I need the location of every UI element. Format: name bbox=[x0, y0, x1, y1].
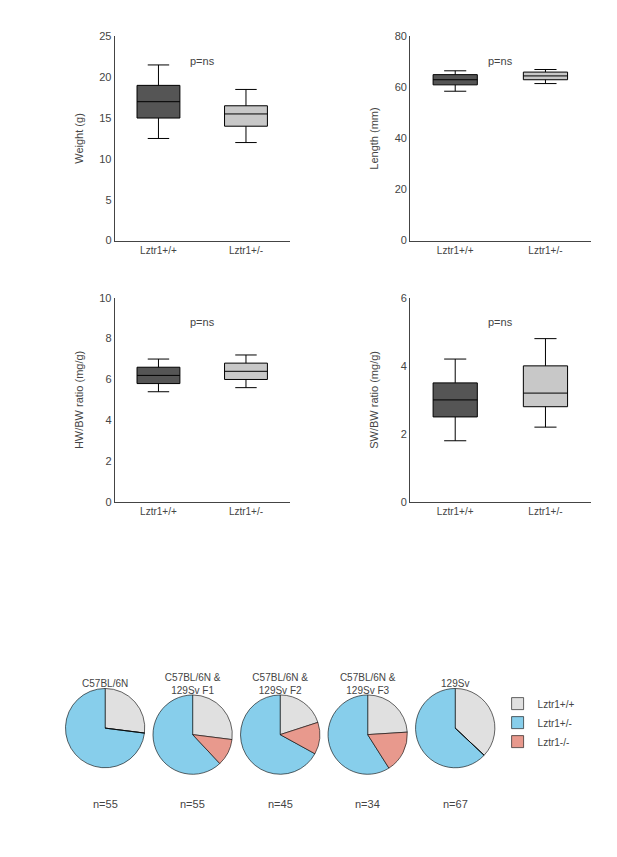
svg-text:4: 4 bbox=[105, 414, 111, 426]
svg-text:Lztr1+/+: Lztr1+/+ bbox=[140, 506, 177, 517]
svg-text:80: 80 bbox=[395, 30, 407, 42]
svg-text:n=55: n=55 bbox=[93, 798, 118, 810]
svg-text:0: 0 bbox=[401, 496, 407, 508]
svg-text:Lztr1+/+: Lztr1+/+ bbox=[437, 506, 474, 517]
svg-text:2: 2 bbox=[401, 428, 407, 440]
svg-text:60: 60 bbox=[395, 81, 407, 93]
svg-text:129Sv: 129Sv bbox=[441, 678, 469, 689]
svg-text:2: 2 bbox=[105, 455, 111, 467]
svg-text:p=ns: p=ns bbox=[190, 316, 215, 328]
svg-text:Lztr1+/+: Lztr1+/+ bbox=[437, 245, 474, 256]
svg-text:C57BL/6N &129Sv F3: C57BL/6N &129Sv F3 bbox=[340, 672, 396, 696]
svg-text:n=67: n=67 bbox=[443, 798, 468, 810]
svg-text:n=34: n=34 bbox=[355, 798, 380, 810]
svg-text:Lztr1+/+: Lztr1+/+ bbox=[140, 245, 177, 256]
svg-text:0: 0 bbox=[105, 234, 111, 246]
svg-text:20: 20 bbox=[99, 71, 111, 83]
svg-text:p=ns: p=ns bbox=[488, 316, 513, 328]
svg-text:C57BL/6N: C57BL/6N bbox=[82, 678, 128, 689]
svg-text:5: 5 bbox=[105, 194, 111, 206]
svg-text:10: 10 bbox=[99, 153, 111, 165]
svg-text:HW/BW ratio (mg/g): HW/BW ratio (mg/g) bbox=[73, 351, 85, 449]
svg-text:0: 0 bbox=[401, 234, 407, 246]
svg-text:25: 25 bbox=[99, 30, 111, 42]
svg-text:n=55: n=55 bbox=[180, 798, 205, 810]
svg-text:40: 40 bbox=[395, 132, 407, 144]
svg-text:Lztr1+/-: Lztr1+/- bbox=[538, 718, 572, 729]
svg-text:Lztr1+/-: Lztr1+/- bbox=[229, 245, 263, 256]
svg-text:20: 20 bbox=[395, 183, 407, 195]
svg-text:Lztr1+/-: Lztr1+/- bbox=[528, 245, 562, 256]
svg-text:6: 6 bbox=[401, 292, 407, 304]
svg-text:0: 0 bbox=[105, 496, 111, 508]
svg-text:Lztr1+/-: Lztr1+/- bbox=[528, 506, 562, 517]
svg-text:Lztr1+/-: Lztr1+/- bbox=[229, 506, 263, 517]
svg-text:15: 15 bbox=[99, 112, 111, 124]
svg-text:p=ns: p=ns bbox=[190, 55, 215, 67]
svg-text:4: 4 bbox=[401, 360, 407, 372]
svg-text:Lztr1-/-: Lztr1-/- bbox=[538, 737, 570, 748]
svg-text:10: 10 bbox=[99, 292, 111, 304]
svg-text:Length (mm): Length (mm) bbox=[368, 107, 380, 169]
svg-text:6: 6 bbox=[105, 373, 111, 385]
svg-text:p=ns: p=ns bbox=[488, 55, 513, 67]
svg-text:SW/BW ratio (mg/g): SW/BW ratio (mg/g) bbox=[368, 351, 380, 449]
svg-text:8: 8 bbox=[105, 332, 111, 344]
svg-text:C57BL/6N &129Sv F1: C57BL/6N &129Sv F1 bbox=[165, 672, 221, 696]
svg-text:n=45: n=45 bbox=[268, 798, 293, 810]
svg-text:C57BL/6N &129Sv F2: C57BL/6N &129Sv F2 bbox=[252, 672, 308, 696]
svg-text:Weight (g): Weight (g) bbox=[73, 113, 85, 164]
svg-text:Lztr1+/+: Lztr1+/+ bbox=[538, 699, 575, 710]
